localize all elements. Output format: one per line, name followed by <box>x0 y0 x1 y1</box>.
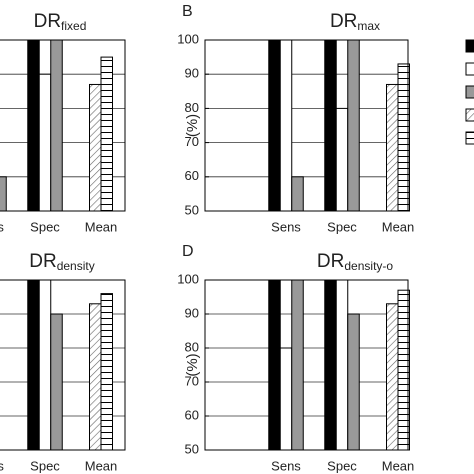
bar <box>335 107 349 212</box>
title-sub: max <box>357 19 380 33</box>
panel-title: DRdensity-o <box>317 251 393 273</box>
title-sub: fixed <box>61 19 86 33</box>
plot-frame <box>0 39 126 212</box>
y-tick-label: 80 <box>185 100 199 115</box>
bar <box>279 347 293 451</box>
y-tick-label: 90 <box>185 305 199 320</box>
y-tick-label: 50 <box>185 202 199 217</box>
plot-frame <box>0 279 126 451</box>
y-axis-label: (%) <box>184 353 201 376</box>
panel-letter: D <box>182 243 194 260</box>
bar <box>268 279 281 451</box>
title-main: DR <box>317 251 344 272</box>
panel: 50 60 70 80 90 100 Sens Spec Mean DRdensity-o D (%) <box>177 243 414 473</box>
x-tick-label: Spec <box>327 219 357 234</box>
bar <box>347 39 360 212</box>
y-tick-label: 100 <box>177 31 199 46</box>
x-tick-label: Mean <box>382 458 415 473</box>
x-tick-label: Sens <box>0 458 4 473</box>
title-main: DR <box>29 251 56 272</box>
x-tick-label: Sens <box>0 219 4 234</box>
x-tick-label: Spec <box>30 458 60 473</box>
bar <box>100 293 113 451</box>
title-main: DR <box>330 11 357 32</box>
legend-swatch <box>465 39 474 53</box>
panel-title: DRdensity <box>29 251 94 273</box>
bar <box>347 313 360 451</box>
bar <box>268 39 281 212</box>
bar <box>324 279 337 451</box>
bar <box>324 39 337 212</box>
title-sub: density-o <box>344 259 393 273</box>
x-tick-label: Mean <box>85 458 118 473</box>
legend-swatch <box>465 108 474 122</box>
bar <box>89 303 102 451</box>
bar <box>50 39 63 212</box>
plot-frame <box>204 39 409 212</box>
bar <box>50 313 63 451</box>
bar <box>291 279 304 451</box>
y-axis-label: (%) <box>184 114 201 137</box>
title-main: DR <box>34 11 61 32</box>
bar <box>27 39 40 212</box>
y-tick-label: 100 <box>177 271 199 286</box>
bar <box>0 176 7 212</box>
y-tick-label: 80 <box>185 339 199 354</box>
x-tick-label: Mean <box>85 219 118 234</box>
y-tick-label: 70 <box>185 134 199 149</box>
panel-title: DRmax <box>330 11 380 33</box>
x-tick-label: Spec <box>327 458 357 473</box>
x-tick-label: Sens <box>271 458 301 473</box>
panel: 5060708090100SensSpecMeanDRfixed <box>0 11 126 234</box>
panel-letter: B <box>182 3 193 20</box>
plot-area <box>205 280 408 450</box>
bar <box>279 39 293 212</box>
x-tick-label: Sens <box>271 219 301 234</box>
title-sub: density <box>57 259 95 273</box>
legend <box>465 39 474 145</box>
bar <box>27 279 40 451</box>
bar <box>291 176 304 212</box>
bar <box>38 73 52 212</box>
x-tick-label: Spec <box>30 219 60 234</box>
y-tick-label: 50 <box>185 441 199 456</box>
y-tick-label: 60 <box>185 168 199 183</box>
bar <box>335 279 349 451</box>
legend-swatch <box>465 62 474 76</box>
x-tick-label: Mean <box>382 219 415 234</box>
bar <box>89 83 102 212</box>
panel-title: DRfixed <box>34 11 87 33</box>
bar <box>38 279 52 451</box>
plot-frame <box>204 279 409 451</box>
panel: 50 60 70 80 90 100 Sens Spec Mean DRmax B (%) <box>177 3 414 234</box>
bar <box>386 83 399 212</box>
y-tick-label: 60 <box>185 407 199 422</box>
y-tick-label: 70 <box>185 373 199 388</box>
bar <box>100 56 113 212</box>
legend-swatch <box>465 85 474 99</box>
bar <box>386 303 399 451</box>
y-tick-label: 90 <box>185 66 199 81</box>
plot-area <box>205 40 408 211</box>
legend-swatch <box>465 131 474 145</box>
